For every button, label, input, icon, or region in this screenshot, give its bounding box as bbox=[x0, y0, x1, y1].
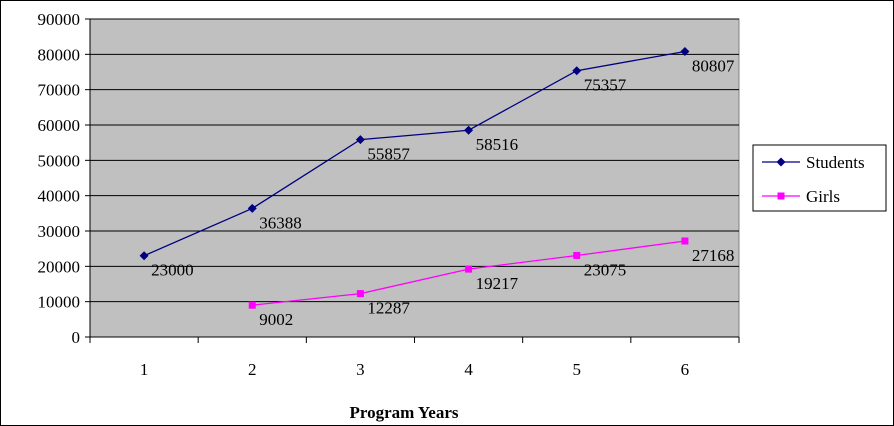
x-tick-label: 2 bbox=[248, 360, 257, 379]
data-label-students: 36388 bbox=[259, 213, 302, 232]
y-tick-label: 10000 bbox=[38, 293, 81, 312]
data-label-students: 58516 bbox=[476, 135, 519, 154]
y-tick-label: 50000 bbox=[38, 151, 81, 170]
data-label-students: 23000 bbox=[151, 261, 194, 280]
data-point-girls bbox=[248, 301, 256, 309]
x-tick-label: 4 bbox=[464, 360, 473, 379]
legend-item-students: Students bbox=[762, 153, 865, 172]
data-label-girls: 19217 bbox=[476, 274, 519, 293]
data-label-students: 75357 bbox=[584, 76, 627, 95]
y-tick-label: 20000 bbox=[38, 257, 81, 276]
x-axis-title: Program Years bbox=[349, 403, 458, 422]
data-point-students bbox=[464, 125, 474, 135]
data-point-girls bbox=[573, 251, 581, 259]
data-point-students bbox=[139, 251, 149, 261]
data-label-girls: 23075 bbox=[584, 260, 627, 279]
data-label-girls: 9002 bbox=[259, 310, 293, 329]
data-labels: 23000 36388 55857 58516 75357 80807 9002 12287 1… bbox=[151, 56, 735, 329]
y-tick-label: 40000 bbox=[38, 187, 81, 206]
y-tick-label: 60000 bbox=[38, 116, 81, 135]
data-point-girls bbox=[356, 290, 364, 298]
legend-label-girls: Girls bbox=[806, 187, 840, 206]
series-line-students bbox=[143, 50, 686, 257]
y-tick-label: 70000 bbox=[38, 81, 81, 100]
legend-label-students: Students bbox=[806, 153, 865, 172]
data-label-girls: 12287 bbox=[367, 299, 410, 318]
legend: Students Girls bbox=[752, 144, 887, 212]
data-label-students: 55857 bbox=[367, 145, 410, 164]
series-layer bbox=[139, 46, 690, 309]
y-axis-ticks: 0 10000 20000 30000 40000 50000 60000 70000 8000… bbox=[38, 10, 90, 347]
y-tick-label: 0 bbox=[72, 328, 81, 347]
plot-area bbox=[89, 18, 740, 338]
data-label-students: 80807 bbox=[692, 56, 735, 75]
data-point-girls bbox=[465, 265, 473, 273]
data-label-girls: 27168 bbox=[692, 246, 735, 265]
data-point-students bbox=[680, 46, 690, 56]
legend-item-girls: Girls bbox=[762, 187, 840, 206]
y-tick-label: 30000 bbox=[38, 222, 81, 241]
y-tick-label: 90000 bbox=[38, 10, 81, 29]
legend-marker-girls bbox=[777, 192, 785, 200]
data-point-students bbox=[572, 66, 582, 76]
legend-marker-students bbox=[776, 157, 786, 167]
data-point-girls bbox=[681, 237, 689, 245]
data-point-students bbox=[247, 203, 257, 213]
x-tick-label: 6 bbox=[681, 360, 690, 379]
data-point-students bbox=[355, 135, 365, 145]
gridlines bbox=[90, 18, 739, 303]
x-tick-label: 1 bbox=[140, 360, 149, 379]
y-tick-label: 80000 bbox=[38, 45, 81, 64]
x-axis-ticks: 1 2 3 4 5 6 bbox=[89, 337, 740, 379]
x-tick-label: 5 bbox=[573, 360, 582, 379]
x-tick-label: 3 bbox=[356, 360, 365, 379]
legend-box bbox=[752, 144, 887, 212]
